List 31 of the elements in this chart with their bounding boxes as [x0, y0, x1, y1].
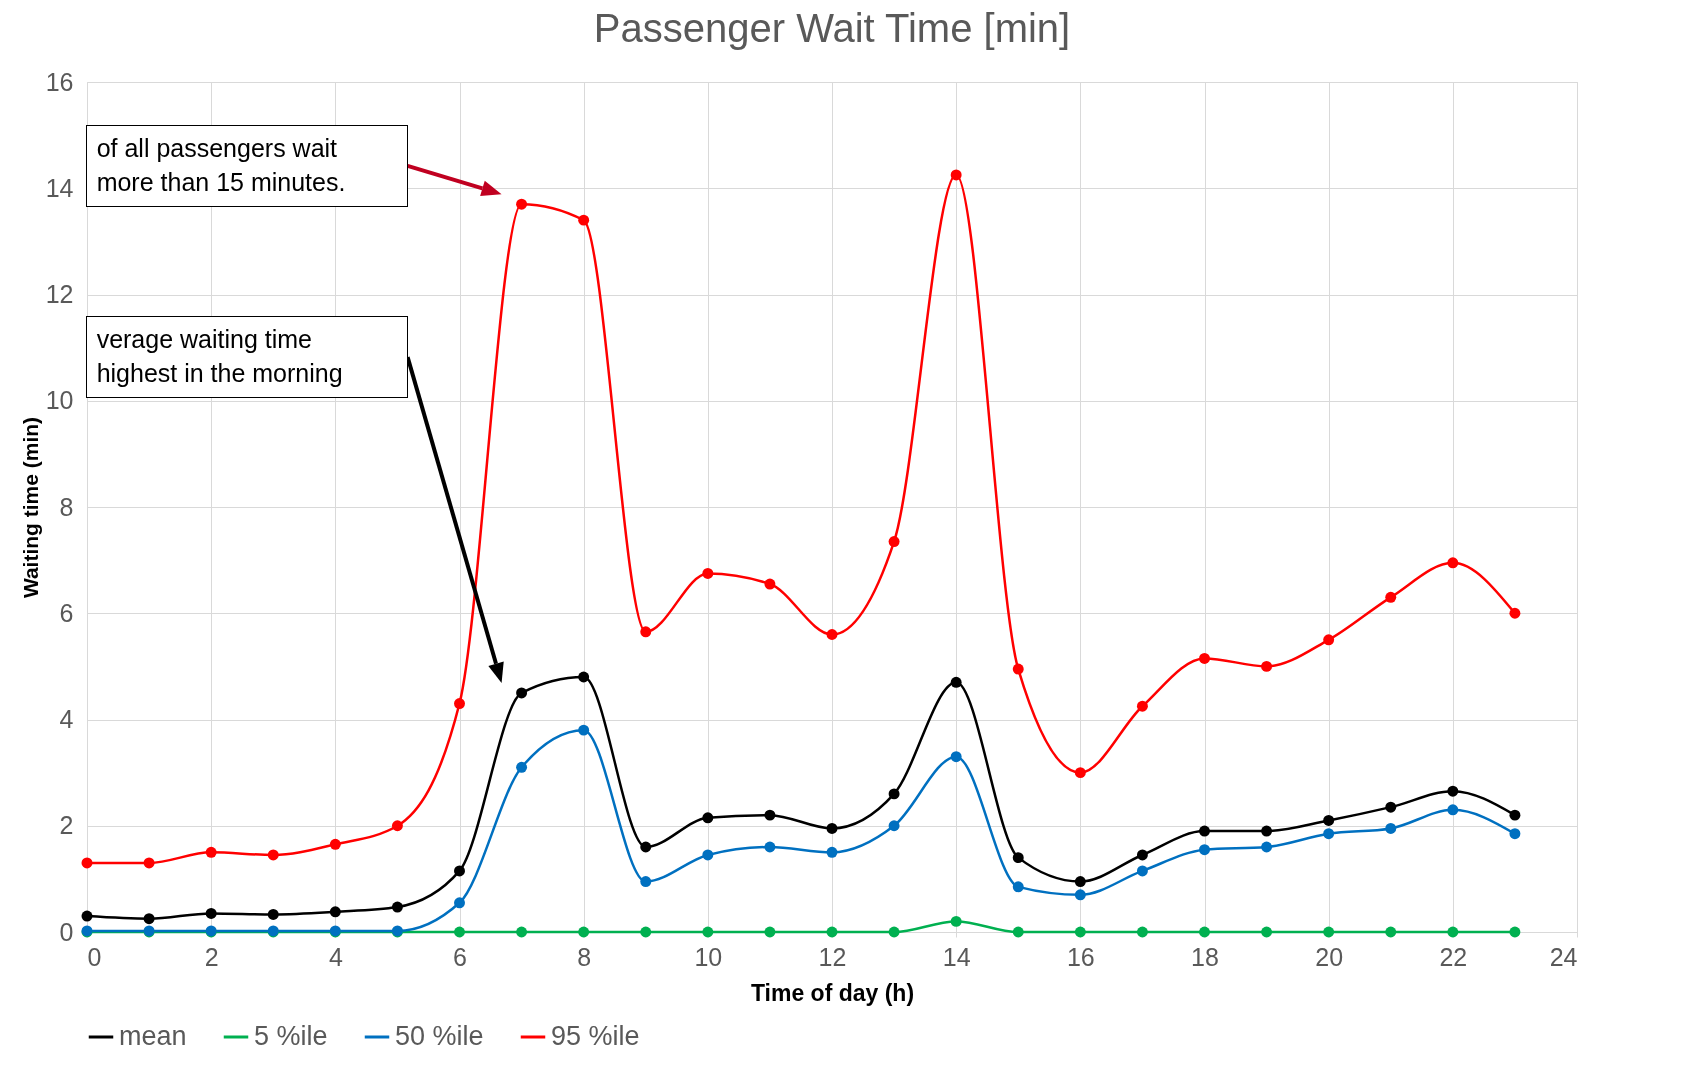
y-tick-label: 16 — [45, 67, 74, 96]
x-tick-label: 24 — [1549, 942, 1578, 971]
x-tick-label: 20 — [1315, 942, 1344, 971]
legend-label: 50 %ile — [395, 1021, 484, 1051]
y-tick-label: 6 — [59, 598, 74, 627]
y-axis-title: Waiting time (min) — [18, 416, 42, 599]
y-tick-label: 4 — [59, 705, 74, 733]
y-tick-label: 12 — [45, 280, 74, 308]
x-tick-label: 2 — [204, 942, 219, 971]
x-tick-label: 18 — [1191, 942, 1219, 971]
y-tick-label: 10 — [45, 386, 74, 415]
x-tick-label: 6 — [453, 942, 467, 971]
legend-label: 95 %ile — [551, 1021, 640, 1051]
y-tick-label: 0 — [59, 917, 74, 946]
legend-label: mean — [119, 1021, 187, 1051]
x-tick-label: 8 — [577, 942, 592, 971]
x-tick-label: 14 — [942, 942, 971, 971]
chart-title: Passenger Wait Time [min] — [593, 6, 1071, 50]
y-tick-label: 14 — [45, 173, 74, 202]
y-tick-label: 2 — [59, 811, 74, 840]
annotation: verage waiting time highest in the morning — [85, 316, 408, 398]
x-tick-label: 4 — [328, 942, 343, 971]
y-tick-label: 8 — [59, 492, 74, 521]
x-axis-title: Time of day (h) — [750, 979, 915, 1006]
x-tick-label: 12 — [818, 942, 847, 971]
legend-label: 5 %ile — [254, 1021, 328, 1051]
x-tick-label: 10 — [694, 942, 723, 971]
x-tick-label: 16 — [1066, 942, 1095, 971]
x-tick-label: 22 — [1439, 942, 1468, 971]
x-tick-label: 0 — [87, 942, 102, 971]
annotation: of all passengers wait more than 15 minutes. — [85, 125, 408, 207]
